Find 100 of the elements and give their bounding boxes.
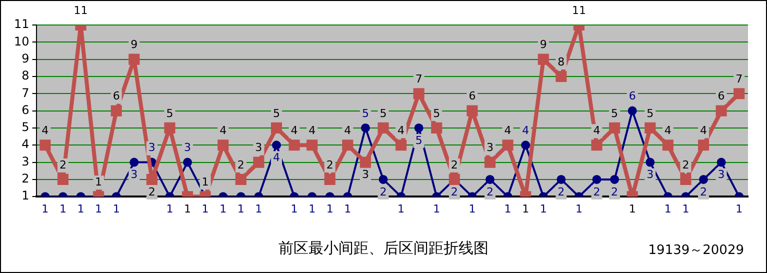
data-label: 4 xyxy=(593,124,600,137)
point xyxy=(146,174,158,185)
data-label: 11 xyxy=(74,4,88,17)
point xyxy=(306,140,318,151)
data-label: 4 xyxy=(308,124,316,137)
data-label: 2 xyxy=(682,158,690,172)
point xyxy=(414,123,424,132)
point xyxy=(130,158,139,167)
point xyxy=(716,105,727,116)
data-label: 8 xyxy=(558,55,565,68)
data-label: 1 xyxy=(682,202,690,216)
point xyxy=(218,140,229,151)
data-label: 2 xyxy=(326,158,334,172)
data-label: 2 xyxy=(700,185,708,198)
y-tick-label: 3 xyxy=(22,154,30,168)
y-tick-label: 7 xyxy=(22,86,30,100)
point xyxy=(610,174,620,184)
point xyxy=(734,88,745,100)
y-tick-label: 10 xyxy=(14,34,30,48)
data-label: 1 xyxy=(664,202,672,216)
data-label: 2 xyxy=(486,185,494,198)
data-label: 4 xyxy=(398,124,405,137)
point xyxy=(395,140,407,151)
point xyxy=(270,122,282,134)
data-label: 5 xyxy=(433,106,440,120)
data-label: 5 xyxy=(646,106,654,120)
data-label: 4 xyxy=(220,124,227,137)
data-label: 1 xyxy=(255,202,262,216)
data-label: 1 xyxy=(95,202,102,216)
point xyxy=(628,106,637,116)
point xyxy=(431,122,442,134)
data-label: 1 xyxy=(308,202,316,216)
data-label: 1 xyxy=(77,202,84,216)
point xyxy=(183,158,192,167)
point xyxy=(646,158,655,167)
point xyxy=(110,105,122,116)
data-label: 1 xyxy=(59,202,66,216)
point xyxy=(521,140,530,150)
data-label: 6 xyxy=(112,90,120,103)
data-label: 6 xyxy=(718,90,725,103)
point xyxy=(716,158,726,167)
data-label: 3 xyxy=(130,168,138,182)
text: 19139～20029 xyxy=(648,242,744,259)
data-label: 2 xyxy=(148,185,156,198)
data-label: 1 xyxy=(344,202,352,216)
point xyxy=(556,70,567,82)
data-label: 1 xyxy=(736,202,743,216)
point xyxy=(413,88,424,100)
point xyxy=(466,105,478,116)
data-label: 2 xyxy=(611,185,618,198)
data-label: 1 xyxy=(290,202,298,216)
data-label: 1 xyxy=(398,202,405,216)
data-label: 1 xyxy=(522,202,530,216)
data-label: 1 xyxy=(42,202,49,216)
point xyxy=(502,140,514,151)
point xyxy=(324,174,336,185)
data-label: 4 xyxy=(272,150,280,164)
data-label: 1 xyxy=(202,202,209,216)
data-label: 1 xyxy=(433,202,440,216)
data-label: 5 xyxy=(415,134,422,147)
data-label: 11 xyxy=(572,4,586,17)
data-label: 3 xyxy=(362,168,369,182)
data-label: 1 xyxy=(628,202,636,216)
data-label: 1 xyxy=(112,202,120,216)
data-label: 2 xyxy=(237,158,244,172)
data-label: 9 xyxy=(130,38,138,52)
point xyxy=(698,140,710,151)
data-label: 5 xyxy=(380,106,387,120)
data-label: 1 xyxy=(540,202,547,216)
data-label: 1 xyxy=(95,175,102,188)
data-label: 3 xyxy=(486,141,494,154)
data-label: 4 xyxy=(290,124,298,137)
data-label: 3 xyxy=(184,141,192,154)
y-tick-label: 8 xyxy=(22,68,30,83)
data-label: 3 xyxy=(255,141,262,154)
data-label: 3 xyxy=(646,168,654,182)
point xyxy=(591,140,602,151)
data-label: 4 xyxy=(664,124,672,137)
y-tick-label: 2 xyxy=(22,172,30,186)
data-label: 4 xyxy=(504,124,512,137)
point xyxy=(378,122,389,134)
data-label: 1 xyxy=(202,175,209,188)
y-tick-label: 5 xyxy=(22,120,30,134)
point xyxy=(644,122,656,134)
y-tick-label: 6 xyxy=(22,102,30,117)
data-label: 7 xyxy=(415,72,422,86)
point xyxy=(378,174,388,184)
data-label: 4 xyxy=(344,124,352,137)
data-label: 1 xyxy=(220,202,227,216)
data-label: 2 xyxy=(450,158,458,172)
point xyxy=(40,140,51,151)
data-label: 5 xyxy=(166,106,174,120)
point xyxy=(360,123,370,132)
point xyxy=(699,174,708,184)
data-label: 6 xyxy=(628,90,636,103)
data-label: 5 xyxy=(611,106,618,120)
data-label: 1 xyxy=(575,202,582,216)
point xyxy=(662,140,674,151)
data-label: 1 xyxy=(184,202,192,216)
point xyxy=(235,174,246,185)
